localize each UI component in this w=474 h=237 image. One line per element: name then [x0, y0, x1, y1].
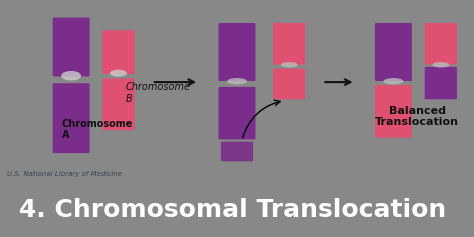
FancyBboxPatch shape: [102, 78, 135, 130]
FancyBboxPatch shape: [273, 23, 305, 65]
FancyBboxPatch shape: [375, 23, 412, 81]
Text: Balanced
Translocation: Balanced Translocation: [375, 106, 459, 128]
Ellipse shape: [383, 78, 403, 84]
FancyBboxPatch shape: [219, 87, 255, 139]
Ellipse shape: [61, 71, 81, 81]
FancyBboxPatch shape: [53, 18, 90, 77]
FancyBboxPatch shape: [273, 69, 305, 99]
FancyBboxPatch shape: [425, 23, 457, 65]
Ellipse shape: [281, 62, 298, 68]
Ellipse shape: [110, 70, 127, 77]
FancyBboxPatch shape: [221, 142, 253, 161]
Text: U.S. National Library of Medicine: U.S. National Library of Medicine: [7, 171, 122, 177]
FancyBboxPatch shape: [53, 83, 90, 153]
FancyBboxPatch shape: [102, 30, 135, 74]
FancyBboxPatch shape: [219, 23, 255, 81]
Text: 4. Chromosomal Translocation: 4. Chromosomal Translocation: [19, 198, 446, 222]
Text: Chromosome
B: Chromosome B: [126, 82, 191, 104]
FancyBboxPatch shape: [375, 85, 412, 138]
FancyBboxPatch shape: [425, 67, 457, 99]
Ellipse shape: [227, 78, 247, 84]
Text: Chromosome
A: Chromosome A: [62, 118, 133, 140]
Ellipse shape: [432, 62, 449, 68]
